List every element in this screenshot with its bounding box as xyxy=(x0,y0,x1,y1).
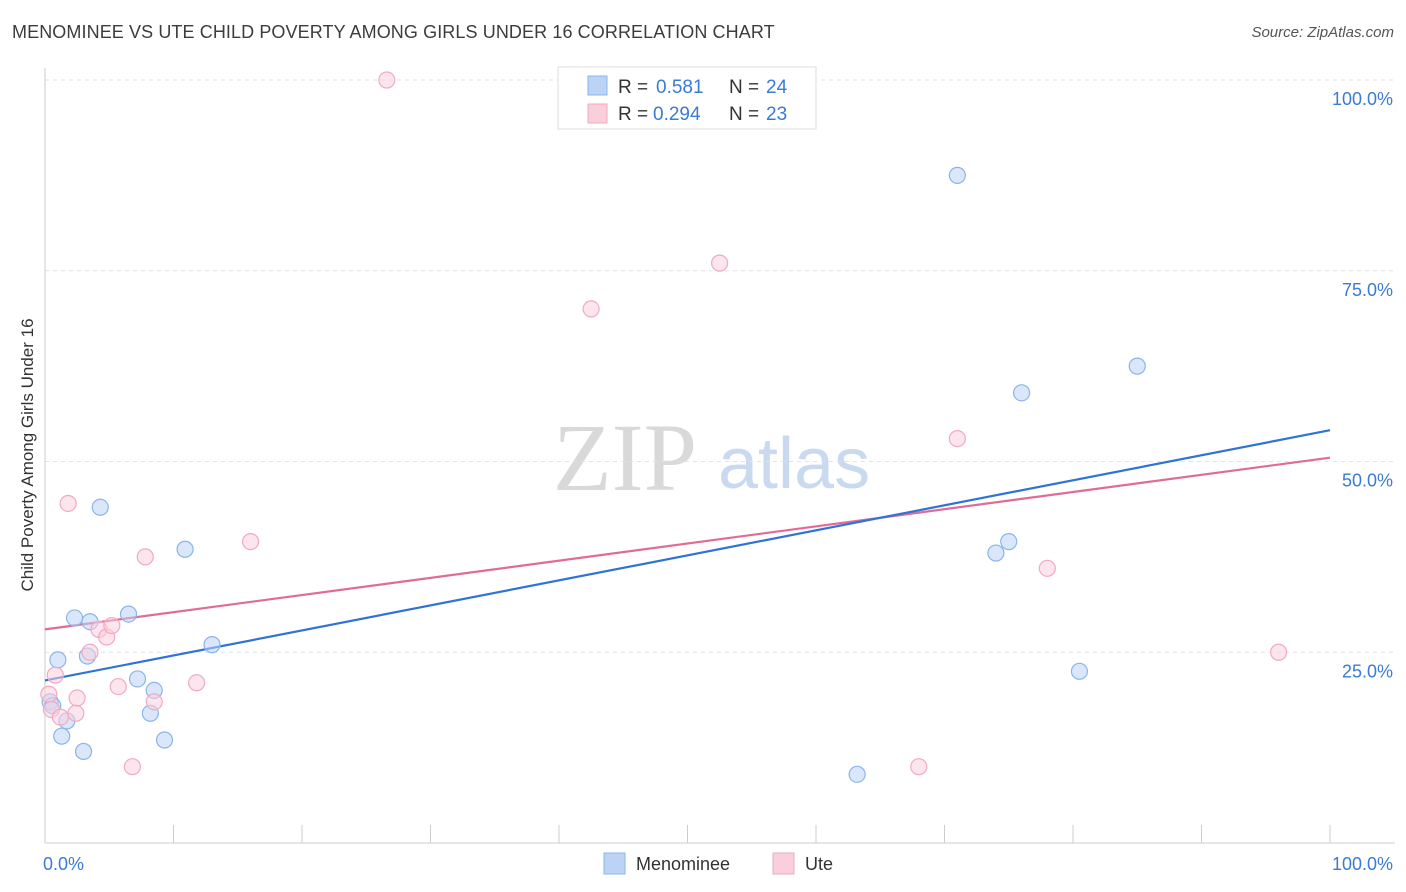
y-tick-label: 75.0% xyxy=(1342,280,1393,300)
trend-line-ute xyxy=(44,456,1331,631)
point-ute xyxy=(145,693,163,711)
point-menominee xyxy=(848,765,866,783)
grid-lines xyxy=(45,79,1395,653)
point-ute xyxy=(51,708,70,726)
point-ute xyxy=(59,494,77,513)
point-ute xyxy=(242,533,260,551)
point-ute xyxy=(582,300,600,318)
correlation-legend: R = 0.581 N = 24 R = 0.294 N = 23 xyxy=(557,66,817,130)
legend-n-value-1: 24 xyxy=(766,77,788,98)
point-menominee xyxy=(74,742,93,761)
trend-line-menominee xyxy=(44,429,1331,682)
point-ute xyxy=(68,689,86,707)
y-tick-label: 25.0% xyxy=(1342,661,1393,681)
point-menominee xyxy=(1128,357,1146,375)
point-ute xyxy=(910,758,928,776)
bottom-legend-swatch-ute xyxy=(772,852,795,875)
legend-r-label-1: R = xyxy=(618,77,648,98)
x-tick-label: 100.0% xyxy=(1332,854,1393,874)
point-menominee xyxy=(176,540,194,558)
legend-r-value-1: 0.581 xyxy=(656,77,704,98)
point-menominee xyxy=(948,166,966,184)
watermark-zip: ZIP xyxy=(553,404,697,511)
y-axis-title: Child Poverty Among Girls Under 16 xyxy=(18,318,37,591)
point-menominee xyxy=(155,731,174,749)
watermark-atlas: atlas xyxy=(718,424,870,504)
point-ute xyxy=(46,666,64,684)
x-tick-label: 0.0% xyxy=(43,854,84,874)
point-menominee xyxy=(1070,662,1089,680)
point-ute xyxy=(67,704,85,722)
point-menominee xyxy=(128,670,147,688)
point-menominee xyxy=(91,498,109,516)
point-menominee xyxy=(1012,384,1031,402)
y-tick-label: 100.0% xyxy=(1332,89,1393,109)
point-ute xyxy=(1269,643,1288,661)
point-ute xyxy=(378,71,396,89)
point-menominee xyxy=(1000,533,1018,551)
point-ute xyxy=(109,677,127,696)
point-ute xyxy=(136,548,154,566)
chart-title: MENOMINEE VS UTE CHILD POVERTY AMONG GIR… xyxy=(12,22,775,42)
legend-n-label-1: N = xyxy=(729,77,759,98)
point-ute xyxy=(711,254,729,272)
point-ute xyxy=(103,616,121,635)
point-ute xyxy=(948,430,966,448)
point-ute xyxy=(81,643,99,661)
trend-lines xyxy=(44,429,1331,682)
point-menominee xyxy=(53,727,71,745)
point-menominee xyxy=(119,605,138,623)
legend-swatch-menominee xyxy=(587,75,608,96)
legend-swatch-ute xyxy=(587,103,608,124)
y-tick-label: 50.0% xyxy=(1342,471,1393,491)
point-menominee xyxy=(987,544,1005,562)
point-ute xyxy=(123,758,141,776)
bottom-legend-label-ute: Ute xyxy=(805,854,833,874)
bottom-legend-label-menominee: Menominee xyxy=(636,854,730,874)
point-ute xyxy=(188,674,206,692)
point-ute xyxy=(1038,559,1056,577)
point-menominee xyxy=(203,636,221,654)
legend-r-label-2: R = xyxy=(618,104,648,125)
data-points xyxy=(40,71,1288,783)
point-ute xyxy=(40,685,58,703)
source-label: Source: ZipAtlas.com xyxy=(1251,24,1394,41)
bottom-legend-swatch-menominee xyxy=(603,852,626,875)
series-legend: Menominee Ute xyxy=(603,852,833,875)
legend-n-label-2: N = xyxy=(729,104,759,125)
y-tick-labels: 25.0% 50.0% 75.0% 100.0% xyxy=(1332,89,1393,681)
legend-r-value-2: 0.294 xyxy=(653,104,701,125)
point-menominee xyxy=(65,609,84,627)
point-menominee xyxy=(49,651,67,669)
legend-n-value-2: 23 xyxy=(766,104,787,125)
x-tick-labels: 0.0% 100.0% xyxy=(43,854,1393,874)
